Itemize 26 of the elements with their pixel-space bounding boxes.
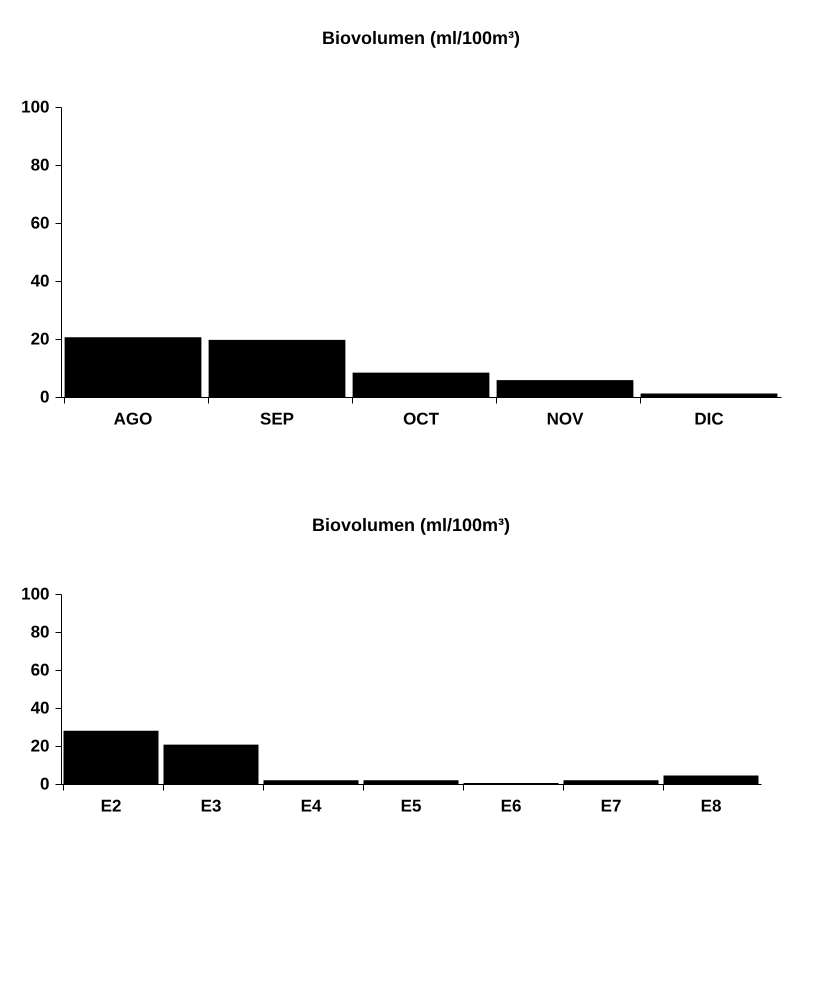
x-tick-label: E6 [500, 796, 522, 816]
x-tick-label: OCT [403, 410, 440, 428]
y-tick-label: 80 [30, 156, 50, 174]
y-tick-label: 60 [30, 660, 50, 680]
x-tick-label: E4 [300, 796, 322, 816]
y-tick-label: 0 [40, 774, 50, 794]
x-tick-label: DIC [694, 410, 724, 428]
x-tick-label: E8 [700, 796, 722, 816]
y-tick-label: 40 [30, 272, 50, 290]
y-tick-label: 100 [21, 98, 50, 116]
x-tick-label: E5 [400, 796, 422, 816]
x-tick-label: E7 [600, 796, 622, 816]
x-tick-label: E2 [100, 796, 122, 816]
chart-title: Biovolumen (ml/100m³) [322, 28, 520, 48]
y-tick-label: 100 [21, 584, 50, 604]
y-tick-label: 20 [30, 330, 50, 348]
x-tick-label: AGO [114, 410, 152, 428]
y-tick-label: 0 [40, 388, 50, 406]
y-tick-label: 60 [30, 214, 50, 232]
y-tick-label: 80 [30, 622, 50, 642]
x-tick-label: E3 [200, 796, 222, 816]
x-tick-label: NOV [546, 410, 584, 428]
x-tick-label: SEP [260, 410, 294, 428]
y-tick-label: 40 [30, 698, 50, 718]
y-tick-label: 20 [30, 736, 50, 756]
chart-title: Biovolumen (ml/100m³) [312, 515, 510, 535]
